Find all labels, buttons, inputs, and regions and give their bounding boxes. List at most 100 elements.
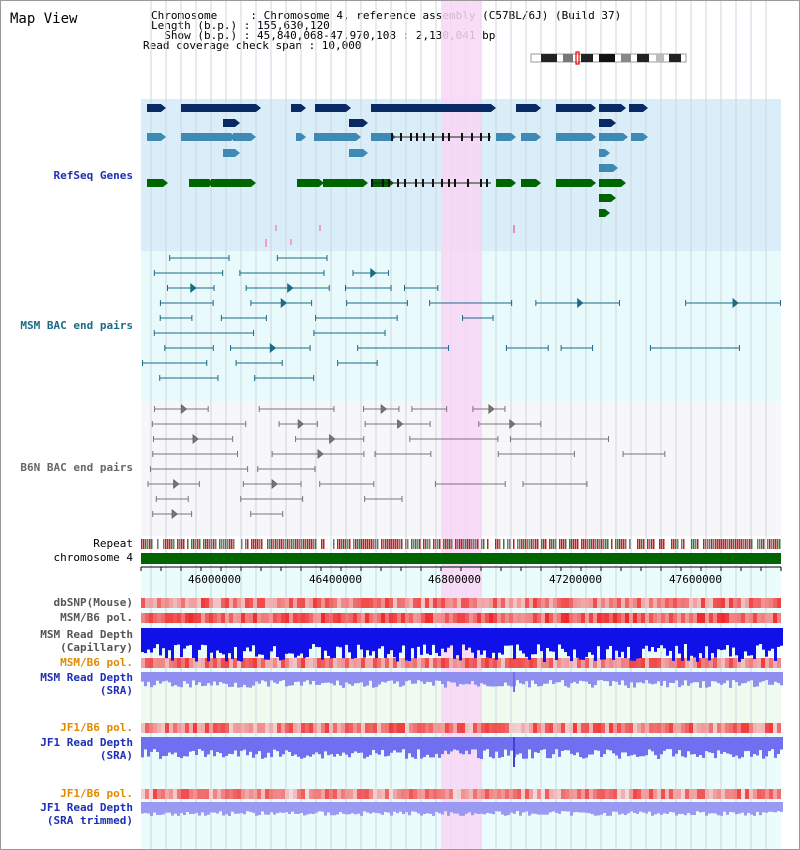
depth-bar	[363, 672, 366, 687]
track-label-msm-b6-pol[interactable]: MSM/B6 pol.	[60, 611, 133, 624]
b6n-bac-pairs[interactable]	[147, 403, 666, 520]
axis-tick-label: 46000000	[188, 573, 241, 586]
repeat-track[interactable]	[141, 539, 781, 549]
track-label-jf1-b6-pol[interactable]: JF1/B6 pol.	[60, 721, 133, 734]
heat-cell	[541, 723, 545, 733]
depth-bar	[549, 802, 552, 813]
heat-cell	[713, 658, 717, 668]
track-label-dbsnp[interactable]: dbSNP(Mouse)	[53, 596, 133, 609]
refseq-genes[interactable]	[147, 104, 648, 217]
heat-cell	[645, 613, 649, 623]
heat-cell	[441, 613, 445, 623]
track-label-msm-bac[interactable]: MSM BAC end pairs	[20, 319, 133, 332]
depth-bar	[417, 802, 420, 814]
track-label-jf1-depth-sra[interactable]: JF1 Read Depth	[40, 736, 133, 749]
depth-bar	[306, 628, 309, 658]
heat-cell	[589, 598, 593, 608]
heat-cell	[445, 613, 449, 623]
depth-bar	[300, 672, 303, 686]
depth-bar	[777, 737, 780, 754]
track-label-repeat[interactable]: Repeat	[93, 537, 133, 550]
heatmap-tracks[interactable]	[141, 598, 781, 799]
depth-bar	[339, 672, 342, 686]
repeat-mark	[709, 539, 711, 549]
heat-cell	[297, 789, 301, 799]
heat-cell	[453, 723, 457, 733]
heat-cell	[357, 598, 361, 608]
repeat-mark	[661, 539, 663, 549]
heat-cell	[421, 598, 425, 608]
heat-cell	[329, 723, 333, 733]
depth-tracks[interactable]	[141, 628, 783, 816]
heat-cell	[605, 658, 609, 668]
repeat-mark	[171, 539, 173, 549]
heat-cell	[317, 658, 321, 668]
repeat-mark	[605, 539, 607, 549]
track-label-msm-depth-sra[interactable]: MSM Read Depth	[40, 671, 133, 684]
depth-bar	[375, 737, 378, 754]
heat-cell	[421, 789, 425, 799]
chromosome-bar[interactable]	[141, 553, 781, 564]
heat-cell	[189, 613, 193, 623]
heat-cell	[193, 613, 197, 623]
repeat-mark	[419, 539, 421, 549]
heat-cell	[597, 598, 601, 608]
gene-block	[496, 133, 511, 141]
bac-arrow	[190, 282, 197, 294]
heat-cell	[565, 723, 569, 733]
depth-bar	[579, 672, 582, 681]
heat-cell	[617, 658, 621, 668]
chromosome-ideogram[interactable]	[530, 51, 687, 65]
heat-cell	[601, 658, 605, 668]
repeat-mark	[741, 539, 743, 549]
heat-cell	[357, 789, 361, 799]
gene-arrow	[511, 133, 516, 141]
heat-cell	[565, 598, 569, 608]
repeat-mark	[569, 539, 571, 549]
depth-bar	[435, 737, 438, 754]
heat-cell	[541, 789, 545, 799]
depth-bar	[444, 628, 447, 653]
repeat-mark	[333, 539, 335, 549]
repeat-mark	[207, 539, 209, 549]
depth-bar	[741, 628, 744, 659]
depth-bar	[774, 802, 777, 813]
track-label-msm-b6-pol-2[interactable]: MSM/B6 pol.	[60, 656, 133, 669]
heat-cell	[157, 658, 161, 668]
depth-bar	[558, 802, 561, 814]
track-label-refseq[interactable]: RefSeq Genes	[53, 169, 133, 182]
depth-bar	[687, 802, 690, 814]
heat-cell	[461, 658, 465, 668]
repeat-mark	[343, 539, 345, 549]
depth-bar	[192, 628, 195, 658]
heat-cell	[681, 723, 685, 733]
repeat-mark	[191, 539, 193, 549]
depth-bar	[693, 737, 696, 755]
repeat-mark	[215, 539, 217, 549]
depth-bar	[198, 737, 201, 750]
depth-bar	[594, 628, 597, 661]
depth-bar	[327, 672, 330, 683]
heat-cell	[285, 658, 289, 668]
depth-bar	[756, 628, 759, 646]
depth-bar	[204, 628, 207, 646]
depth-bar	[156, 737, 159, 752]
heat-cell	[609, 789, 613, 799]
track-label-b6n-bac[interactable]: B6N BAC end pairs	[20, 461, 133, 474]
heat-cell	[489, 723, 493, 733]
track-label-msm-depth-capillary[interactable]: MSM Read Depth	[40, 628, 133, 641]
heat-cell	[497, 658, 501, 668]
track-label-jf1-b6-pol-2[interactable]: JF1/B6 pol.	[60, 787, 133, 800]
heat-cell	[581, 789, 585, 799]
highlight-region[interactable]	[441, 1, 481, 849]
depth-bar	[348, 628, 351, 653]
heat-cell	[753, 598, 757, 608]
gene-arrow	[363, 149, 368, 157]
depth-bar	[627, 672, 630, 688]
msm-bac-pairs[interactable]	[142, 255, 781, 381]
track-label-chromosome[interactable]: chromosome 4	[53, 551, 133, 564]
repeat-mark	[267, 539, 269, 549]
axis-tick-label: 47200000	[549, 573, 602, 586]
track-label-jf1-depth-trimmed[interactable]: JF1 Read Depth	[40, 801, 133, 814]
